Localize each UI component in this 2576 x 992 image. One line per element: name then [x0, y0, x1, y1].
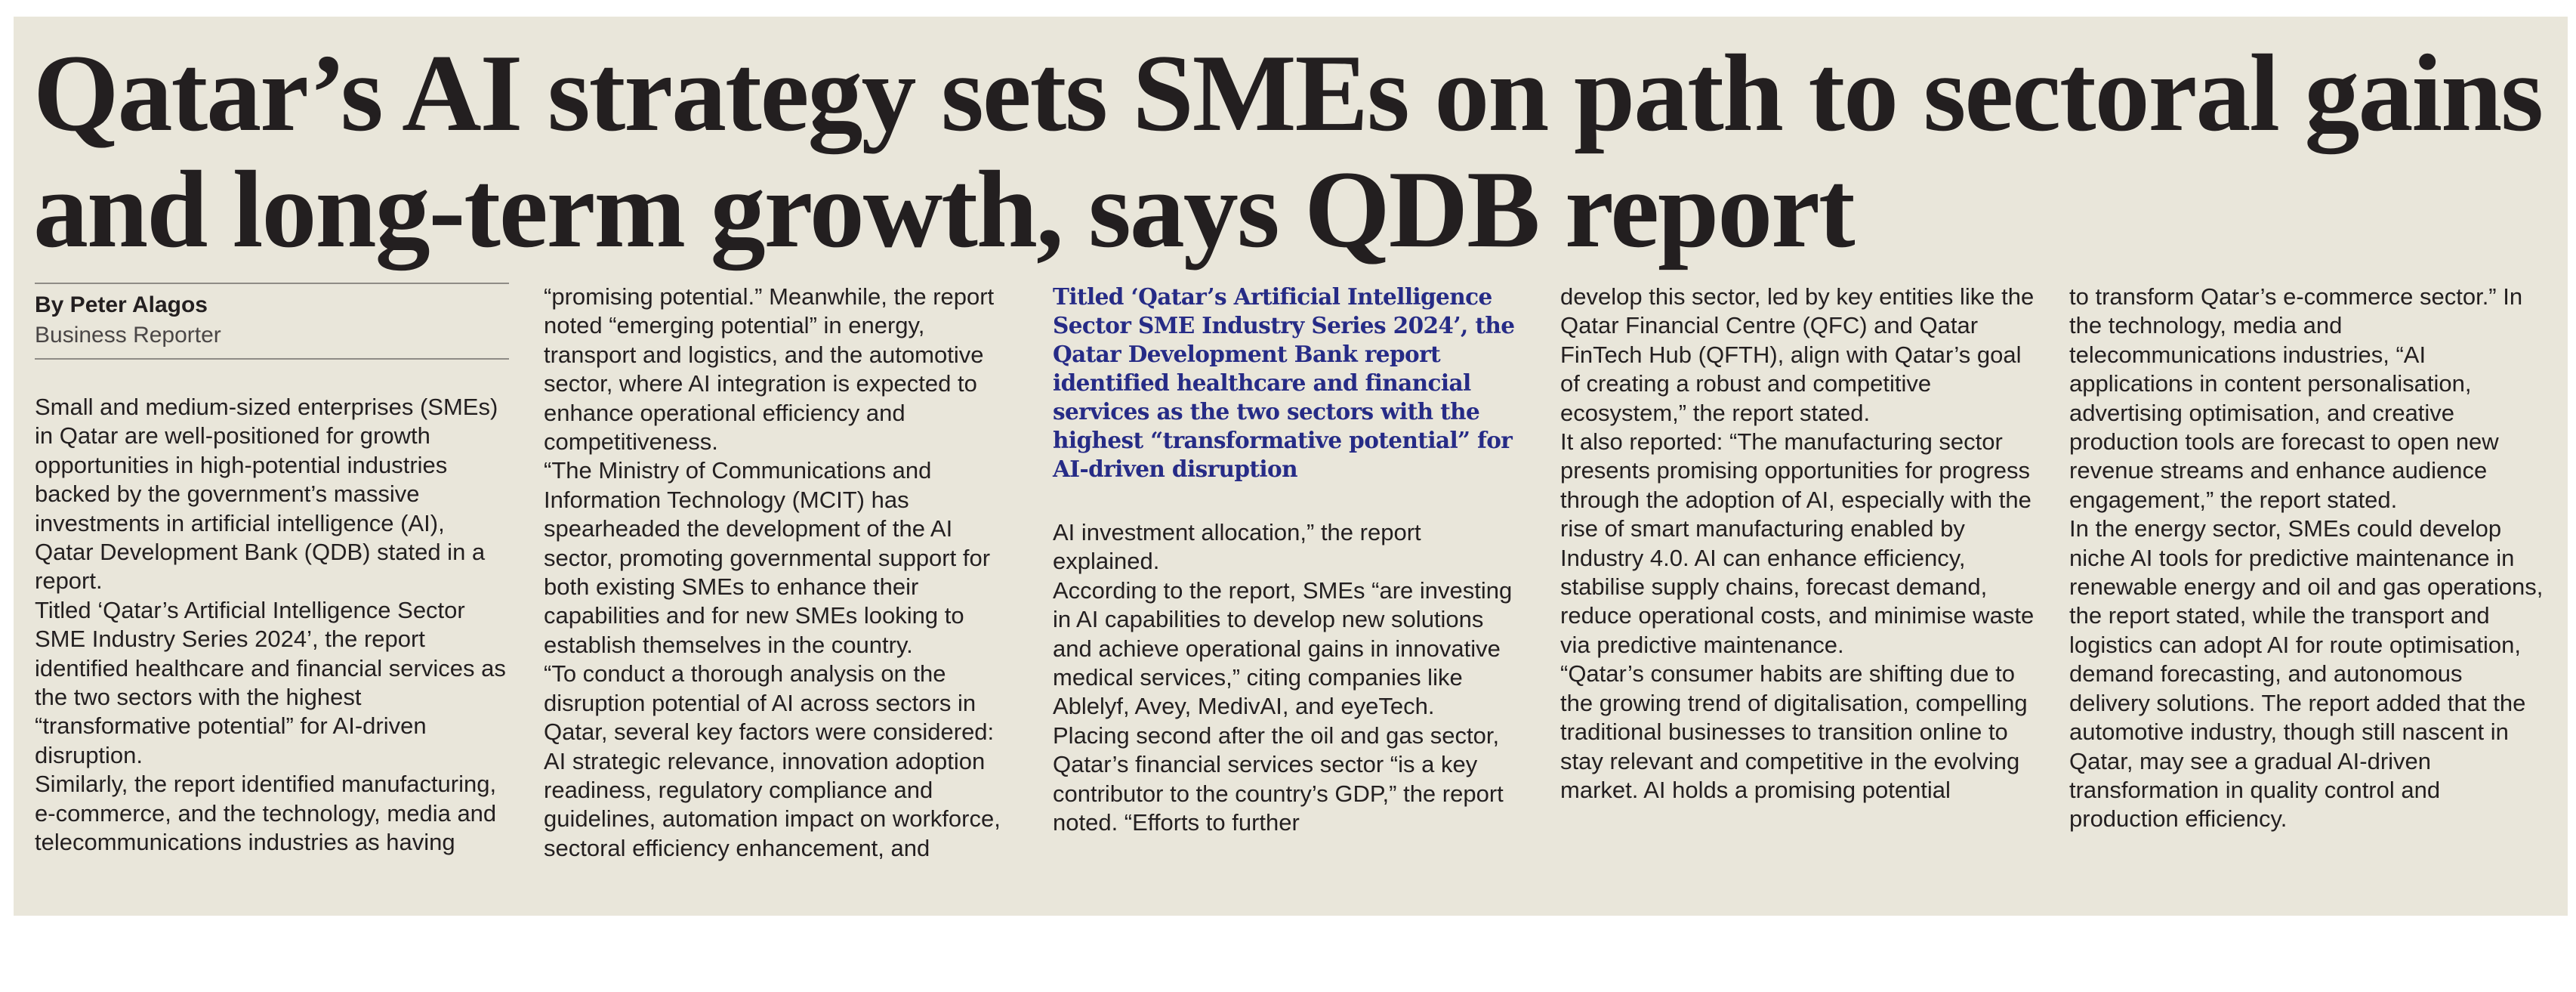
- paragraph: According to the report, SMEs “are inves…: [1053, 576, 1513, 720]
- paragraph: “Qatar’s consumer habits are shifting du…: [1560, 660, 2028, 803]
- paragraph: Similarly, the report identified manufac…: [35, 771, 497, 856]
- pull-quote: Titled ‘Qatar’s Artificial Intelligence …: [1053, 283, 1515, 482]
- article-clipping: Qatar’s AI strategy sets SMEs on path to…: [14, 17, 2568, 916]
- byline: By Peter Alagos Business Reporter: [35, 283, 509, 360]
- paragraph: AI investment allocation,” the report ex…: [1053, 519, 1421, 575]
- text-column: to transform Qatar’s e-commerce sector.”…: [2069, 283, 2544, 834]
- paragraph: In the energy sector, SMEs could develop…: [2069, 515, 2544, 833]
- paragraph: Small and medium-sized enterprises (SMEs…: [35, 394, 498, 595]
- paragraph: Titled ‘Qatar’s Artificial Intelligence …: [35, 596, 506, 768]
- author-name: By Peter Alagos: [35, 292, 208, 317]
- paragraph: “The Ministry of Communications and Info…: [544, 457, 991, 658]
- text-column: By Peter Alagos Business Reporter Small an…: [35, 283, 509, 858]
- paragraph: Placing second after the oil and gas sec…: [1053, 722, 1504, 836]
- paragraph: to transform Qatar’s e-commerce sector.”…: [2069, 283, 2523, 513]
- paragraph: “promising potential.” Meanwhile, the re…: [544, 283, 995, 456]
- paragraph: develop this sector, led by key entities…: [1560, 283, 2035, 426]
- text-column: Titled ‘Qatar’s Artificial Intelligence …: [1053, 283, 1527, 837]
- author-role: Business Reporter: [35, 323, 221, 348]
- text-column: “promising potential.” Meanwhile, the re…: [544, 283, 1018, 863]
- text-column: develop this sector, led by key entities…: [1560, 283, 2035, 805]
- article-body: By Peter Alagos Business Reporter Small an…: [35, 283, 2557, 902]
- paragraph: “To conduct a thorough analysis on the d…: [544, 660, 1001, 861]
- paragraph: It also reported: “The manufacturing sec…: [1560, 428, 2035, 658]
- headline: Qatar’s AI strategy sets SMEs on path to…: [33, 32, 2544, 270]
